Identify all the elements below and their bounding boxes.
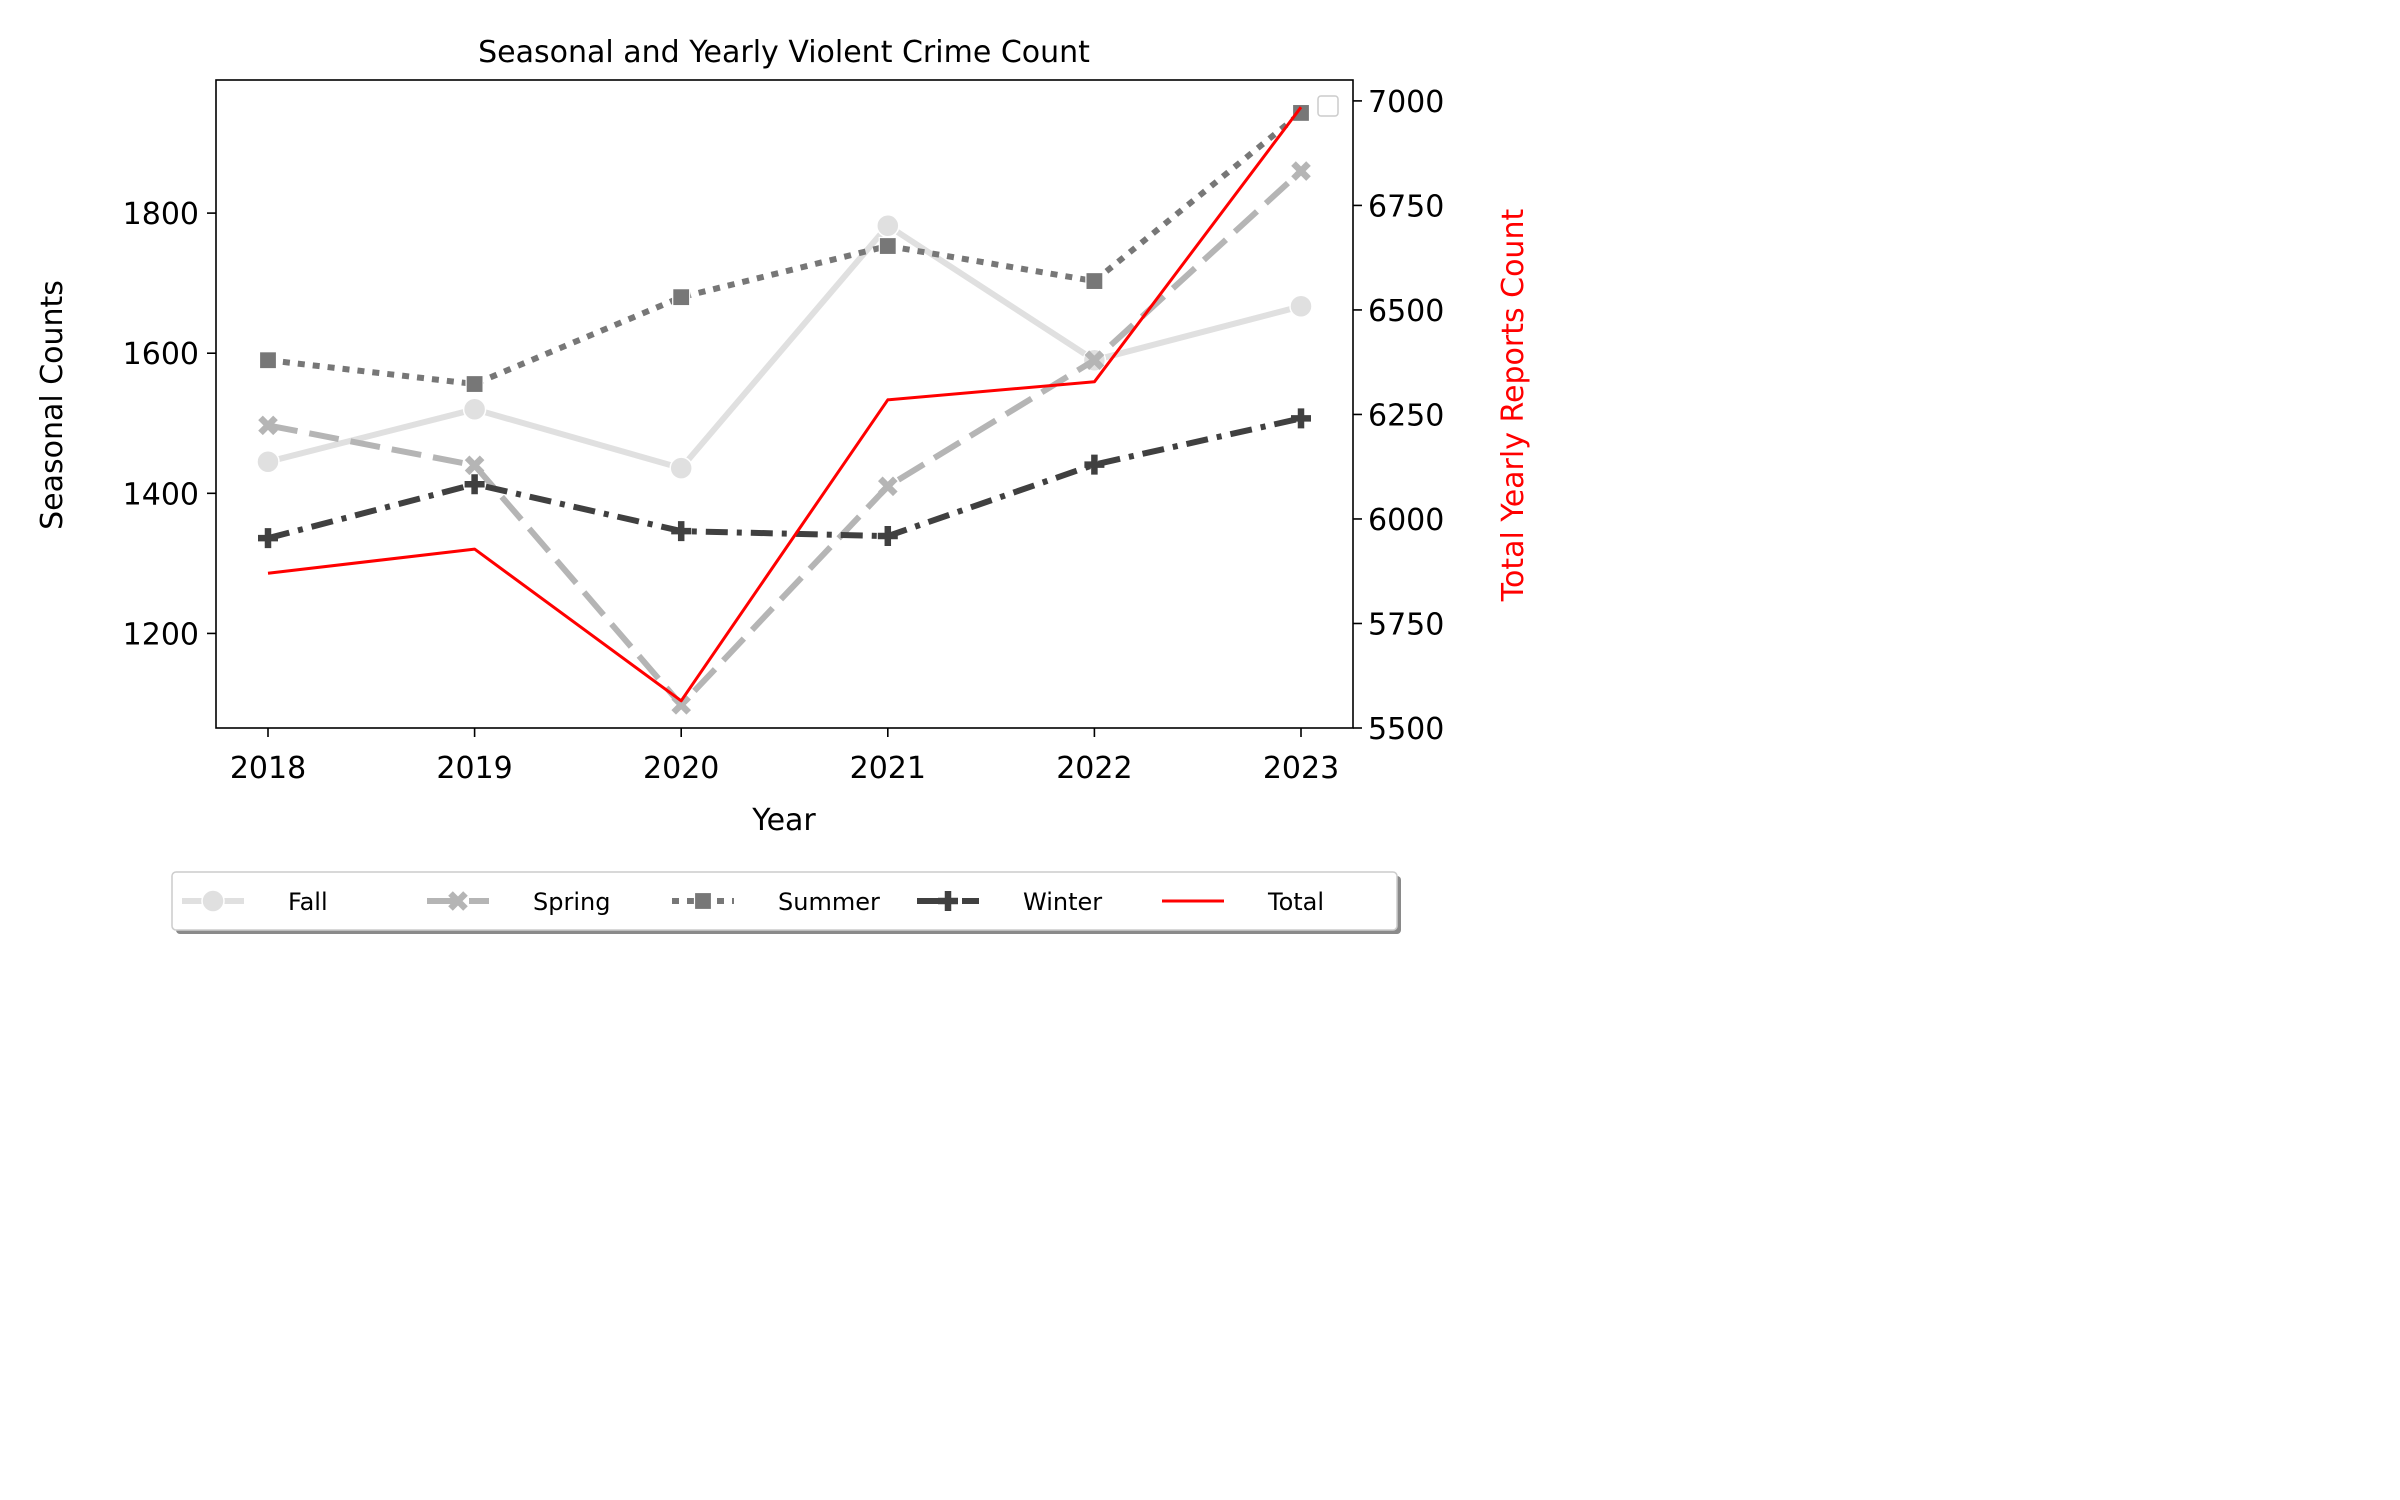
data-point-spring-2022 xyxy=(1084,350,1105,371)
data-point-fall-2023 xyxy=(1289,294,1313,319)
series-layer xyxy=(256,103,1313,715)
data-point-fall-2019 xyxy=(462,397,487,422)
x-tick-label-2018: 2018 xyxy=(230,751,306,786)
legend-item-spring: Spring xyxy=(427,888,610,916)
y2-tick-label-5500: 5500 xyxy=(1368,712,1444,747)
empty-legend-box xyxy=(1317,95,1339,117)
y-tick-label-1400: 1400 xyxy=(123,477,199,512)
legend-marker-spring xyxy=(448,891,468,911)
data-point-winter-2023 xyxy=(1291,408,1311,429)
series-line-fall xyxy=(267,222,1302,472)
y2-tick-label-6250: 6250 xyxy=(1368,398,1444,433)
series-total xyxy=(267,106,1303,703)
x-tick-label-2021: 2021 xyxy=(850,751,926,786)
data-point-winter-2022 xyxy=(1084,454,1105,475)
legend-marker-winter xyxy=(938,891,958,911)
series-summer xyxy=(258,103,1311,394)
axes-layer: 2018 2019 2020 2021 2022 2023 1200 1400 1600 1800… xyxy=(123,79,1444,786)
data-point-winter-2019 xyxy=(464,474,485,495)
legend-label-summer: Summer xyxy=(778,888,880,916)
plot-background xyxy=(216,80,1353,728)
legend-item-winter: Winter xyxy=(917,888,1102,916)
legend-label-fall: Fall xyxy=(288,888,328,916)
legend-marker-fall xyxy=(201,889,225,913)
x-axis-label: Year xyxy=(751,803,816,838)
y2-tick-label-6500: 6500 xyxy=(1368,294,1444,329)
y2-axis-label: Total Yearly Reports Count xyxy=(1496,209,1531,603)
series-spring xyxy=(258,161,1311,715)
y2-tick-label-6750: 6750 xyxy=(1368,189,1444,224)
data-point-spring-2020 xyxy=(671,695,691,715)
y2-tick-label-6000: 6000 xyxy=(1368,503,1444,538)
y-tick-label-1200: 1200 xyxy=(123,617,199,652)
legend-box xyxy=(171,871,1398,931)
data-point-fall-2018 xyxy=(256,450,280,474)
data-point-winter-2020 xyxy=(671,521,692,542)
data-point-spring-2018 xyxy=(258,415,278,436)
y2-tick-label-5750: 5750 xyxy=(1368,607,1444,642)
y2-tick-label-7000: 7000 xyxy=(1368,85,1444,120)
y-tick-label-1600: 1600 xyxy=(123,337,199,372)
plot-area xyxy=(216,80,1353,728)
data-point-fall-2021 xyxy=(876,213,900,238)
data-point-winter-2021 xyxy=(877,526,898,547)
series-line-winter xyxy=(267,415,1302,542)
y-axis-label: Seasonal Counts xyxy=(35,280,70,530)
data-point-spring-2019 xyxy=(464,455,485,476)
chart-title: Seasonal and Yearly Violent Crime Count xyxy=(478,35,1090,70)
data-point-spring-2021 xyxy=(878,476,898,497)
x-tick-label-2020: 2020 xyxy=(643,751,719,786)
legend: Fall Spring Summer Winter Total xyxy=(171,871,1401,934)
legend-label-total: Total xyxy=(1267,888,1324,916)
data-point-spring-2023 xyxy=(1291,161,1311,181)
data-point-summer-2022 xyxy=(1085,271,1104,291)
legend-label-spring: Spring xyxy=(533,888,610,916)
data-point-winter-2018 xyxy=(258,528,278,549)
legend-item-total: Total xyxy=(1162,888,1324,916)
data-point-summer-2021 xyxy=(878,236,897,256)
legend-marker-summer xyxy=(693,891,713,911)
data-point-summer-2020 xyxy=(672,288,691,307)
legend-item-fall: Fall xyxy=(182,888,328,916)
x-tick-label-2023: 2023 xyxy=(1263,751,1339,786)
plot-frame xyxy=(215,79,1354,729)
x-tick-label-2019: 2019 xyxy=(436,751,512,786)
y-tick-label-1800: 1800 xyxy=(123,197,199,232)
chart-root: 2018 2019 2020 2021 2022 2023 1200 1400 1600 1800… xyxy=(35,35,1531,934)
data-point-summer-2018 xyxy=(258,351,278,370)
data-point-summer-2019 xyxy=(465,374,484,394)
legend-label-winter: Winter xyxy=(1023,888,1102,916)
legend-item-summer: Summer xyxy=(672,888,880,916)
data-point-summer-2023 xyxy=(1291,103,1311,123)
series-line-total xyxy=(267,106,1303,703)
series-line-spring xyxy=(267,168,1304,708)
data-point-fall-2020 xyxy=(669,456,693,480)
series-winter xyxy=(258,408,1311,549)
x-tick-label-2022: 2022 xyxy=(1056,751,1132,786)
